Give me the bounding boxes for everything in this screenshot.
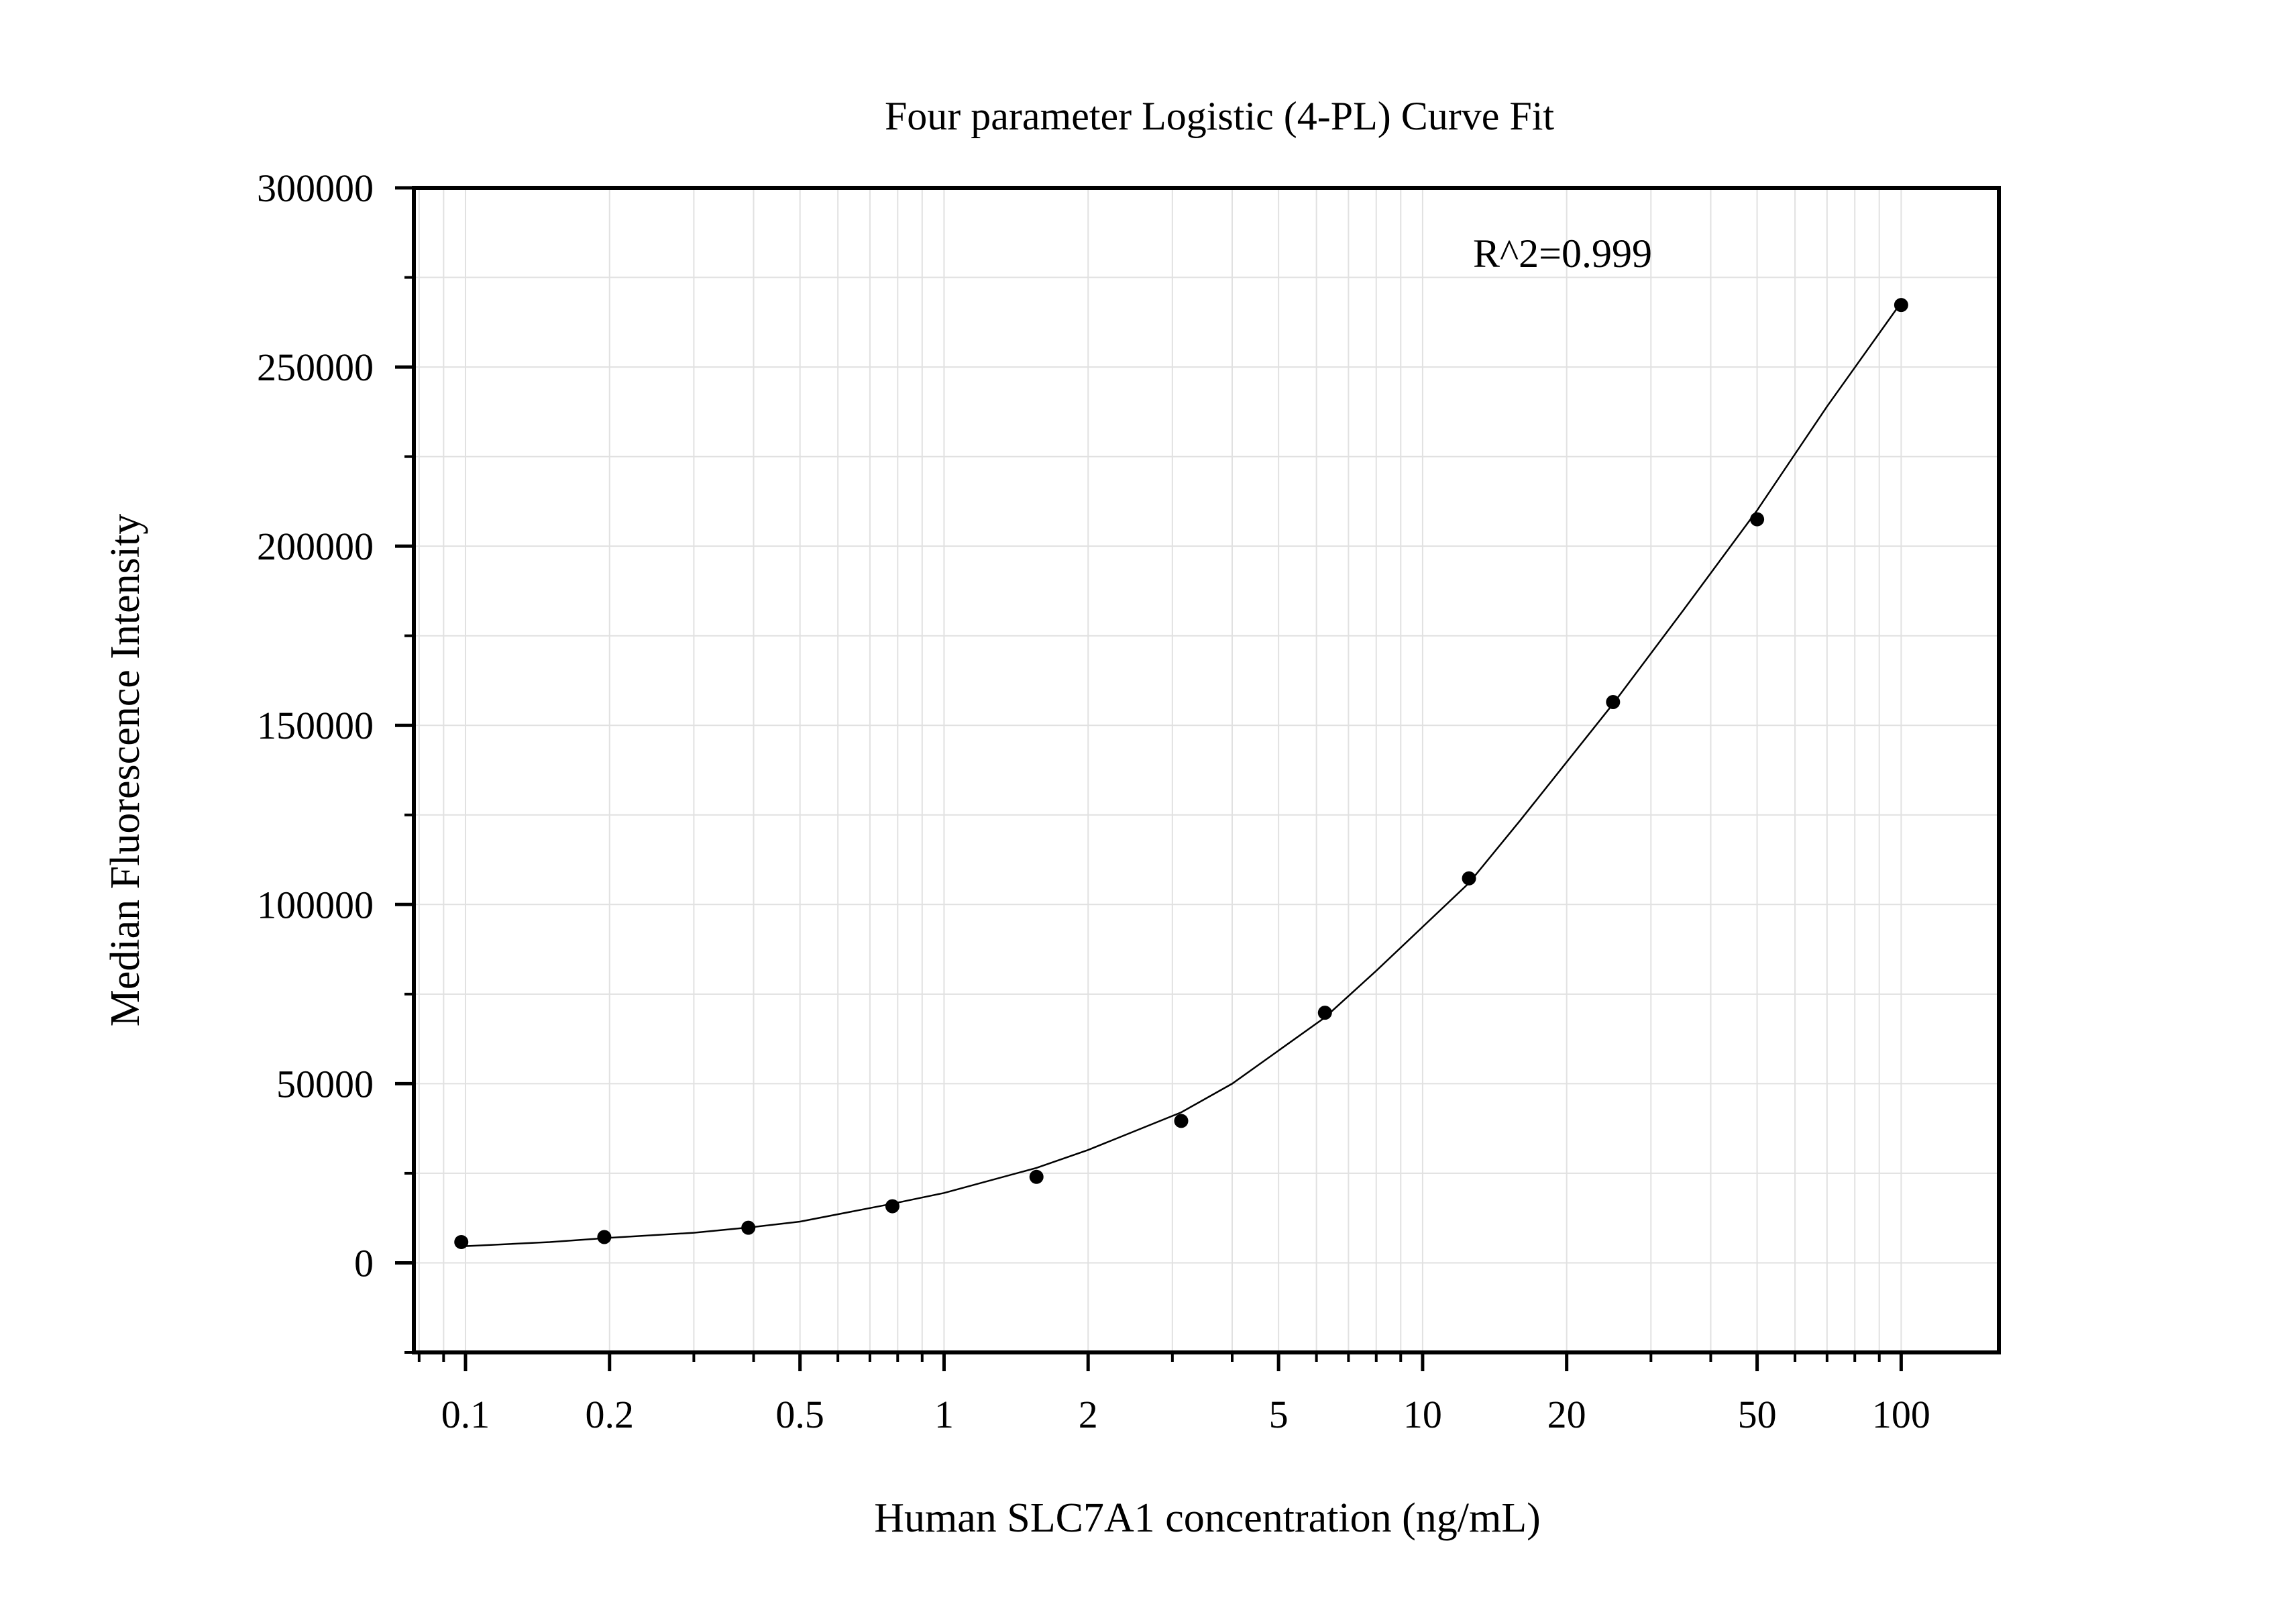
chart-title: Four parameter Logistic (4-PL) Curve Fit [885, 94, 1554, 138]
x-tick-label: 0.2 [586, 1393, 635, 1436]
data-point [597, 1230, 612, 1244]
x-tick-label: 10 [1403, 1393, 1442, 1436]
grid-lines [414, 187, 1999, 1352]
y-tick-label: 50000 [276, 1062, 374, 1106]
x-tick-label: 0.1 [441, 1393, 490, 1436]
r-squared-annotation: R^2=0.999 [1473, 231, 1652, 276]
plot-frame [412, 186, 2001, 1354]
y-tick-label: 300000 [257, 166, 374, 210]
data-point [1317, 1006, 1332, 1020]
x-tick-label: 0.5 [775, 1393, 824, 1436]
data-point [1029, 1169, 1044, 1184]
data-point [885, 1199, 899, 1214]
data-point [454, 1234, 469, 1249]
x-tick-label: 100 [1872, 1393, 1930, 1436]
y-tick-label: 100000 [257, 883, 374, 926]
y-tick-label: 150000 [257, 704, 374, 747]
chart-labels: Four parameter Logistic (4-PL) Curve Fit… [103, 94, 1652, 1541]
axes: 0.1 0.2 0.5 1 2 5 10 20 50 100 0 50000 100000 150000 2… [257, 166, 2001, 1436]
y-axis-label: Median Fluorescence Intensity [103, 514, 148, 1026]
data-point [1462, 871, 1476, 886]
x-tick-label: 50 [1738, 1393, 1777, 1436]
data-point [1894, 298, 1908, 313]
x-axis-label: Human SLC7A1 concentration (ng/mL) [874, 1495, 1541, 1541]
y-tick-label: 0 [354, 1241, 374, 1285]
fit-curve [461, 302, 1902, 1248]
x-tick-label: 20 [1547, 1393, 1586, 1436]
y-tick-label: 200000 [257, 525, 374, 568]
x-tick-label: 5 [1269, 1393, 1289, 1436]
x-tick-label: 1 [934, 1393, 954, 1436]
y-tick-label: 250000 [257, 345, 374, 389]
data-series [454, 298, 1908, 1249]
data-point [1606, 695, 1621, 710]
data-point [1174, 1114, 1189, 1128]
data-point [741, 1220, 756, 1235]
data-point [1750, 512, 1765, 527]
x-tick-label: 2 [1079, 1393, 1098, 1436]
